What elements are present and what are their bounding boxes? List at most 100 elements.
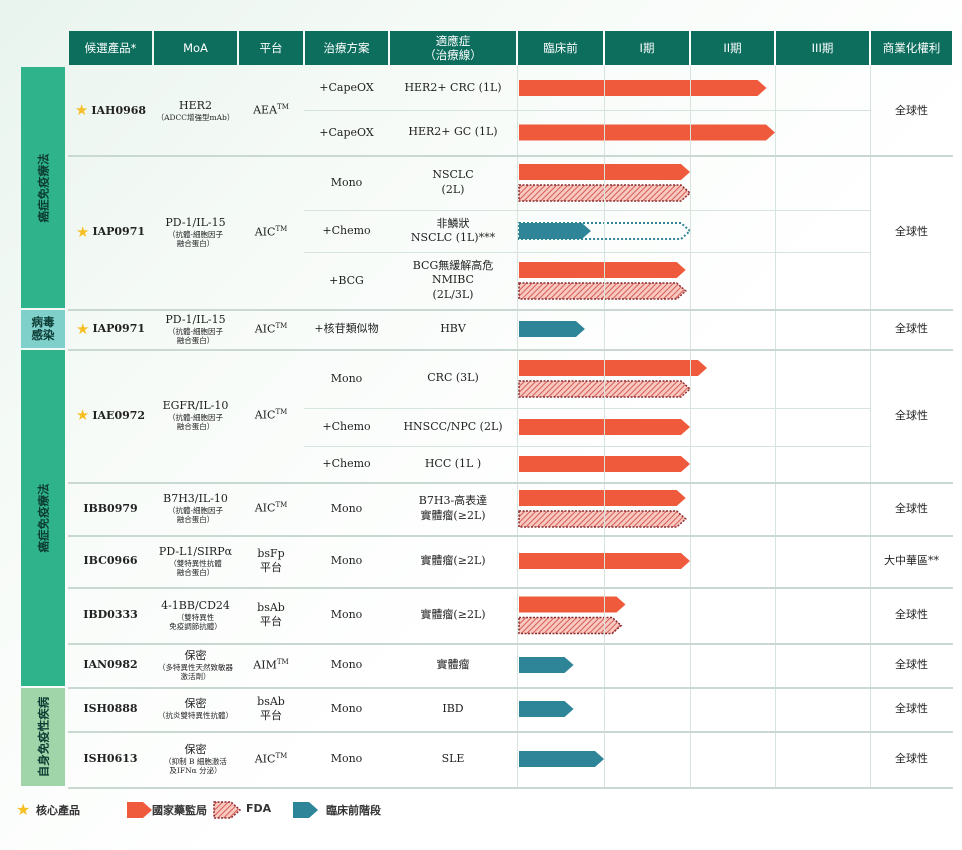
regimen: Mono [330,501,363,515]
indication: HER2+ CRC (1L) [404,80,502,94]
moa-description: （抗體-細胞因子 融合蛋白） [167,413,224,432]
category-band: 病毒 感染 [21,310,65,348]
grid-line [304,408,870,409]
star-icon: ★ [75,319,90,338]
grid-line [870,66,871,787]
bar-nmpa [519,80,767,96]
platform-cell: bsFp 平台 [238,535,304,587]
regimen: Mono [330,608,363,622]
indication: BCG無緩解高危 NMIBC (2L/3L) [412,259,494,301]
legend-core: 核心產品 [36,804,80,817]
column-header: 商業化權利 [871,31,952,65]
product-name: IAN0982 [83,658,138,672]
commercial-rights: 全球性 [895,658,928,672]
category-band: 癌症免疫療法 [21,67,65,308]
product-name-cell: ★ IAP0971 [68,309,153,349]
moa-target: PD-1/IL-15 [165,215,226,229]
legend-nmpa-swatch [127,802,152,818]
grid-line [775,66,776,787]
regimen: +Chemo [322,420,371,434]
platform-name: bsAb 平台 [257,695,285,723]
platform-text: AIC [254,408,276,422]
grid-line [68,587,953,589]
category-label: 病毒 感染 [31,314,55,342]
product-name-cell: ★ IAE0972 [68,349,153,482]
grid-line [690,66,691,787]
moa-cell: B7H3/IL-10 （抗體-細胞因子 融合蛋白） [153,482,238,535]
moa-cell: PD-1/IL-15 （抗體-細胞因子 融合蛋白） [153,309,238,349]
product-name: ISH0888 [83,702,138,716]
grid-line [304,110,870,111]
trademark-mark: TM [277,103,289,112]
commercial-rights: 全球性 [895,225,928,239]
grid-line [68,787,953,789]
legend-preclinical-swatch [293,802,318,818]
platform-cell: AICTM [238,349,304,482]
moa-cell: 4-1BB/CD24 （雙特異性 免疫調節抗體） [153,587,238,643]
platform-text: bsAb 平台 [257,601,285,628]
product-name-cell: IBC0966 [68,535,153,587]
column-header: MoA [154,31,237,65]
category-band: 自身免疫性疾病 [21,688,65,786]
moa-cell: PD-L1/SIRPα （雙特異性抗體 融合蛋白） [153,535,238,587]
moa-description: （抑制 B 細胞激活 及IFNα 分泌） [164,756,227,775]
regimen: Mono [330,371,363,385]
indication: 實體瘤(≥2L) [420,607,486,621]
regimen: Mono [330,658,363,672]
commercial-rights: 全球性 [895,322,928,336]
platform-text: AIC [254,322,276,336]
moa-target: 4-1BB/CD24 [161,598,230,612]
grid-line [68,535,953,537]
commercial-rights: 全球性 [895,103,928,117]
moa-description: （雙特異性抗體 融合蛋白） [169,558,222,577]
bar-nmpa [519,360,707,376]
category-label: 癌症免疫療法 [36,483,50,553]
regimen: +Chemo [322,457,371,471]
commercial-rights: 全球性 [895,408,928,422]
column-header: 臨床前 [518,31,603,65]
platform-name: bsFp 平台 [257,547,284,575]
moa-target: PD-L1/SIRPα [158,544,233,558]
platform-text: bsFp 平台 [257,547,285,574]
platform-cell: AICTM [238,731,304,787]
moa-cell: EGFR/IL-10 （抗體-細胞因子 融合蛋白） [153,349,238,482]
product-name: IAE0972 [92,408,146,422]
platform-name: AEATM [253,103,289,117]
moa-cell: HER2 （ADCC增強型mAb） [153,66,238,155]
product-name-cell: ISH0613 [68,731,153,787]
column-header: II期 [691,31,774,65]
star-icon: ★ [75,406,90,425]
trademark-mark: TM [275,321,288,330]
legend-nmpa: 國家藥監局 [152,804,207,817]
platform-cell: AICTM [238,155,304,309]
bar-preclinical [519,751,604,767]
column-header: 治療方案 [305,31,388,65]
platform-text: AIM [253,658,277,672]
moa-cell: 保密 （抑制 B 細胞激活 及IFNα 分泌） [153,731,238,787]
grid-line [68,731,953,733]
star-icon: ★ [74,101,89,120]
platform-name: AICTM [255,501,288,515]
grid-line [68,643,953,645]
trademark-mark: TM [275,224,288,233]
column-header: 適應症 （治療線） [390,31,516,65]
moa-target: EGFR/IL-10 [162,399,229,413]
platform-name: bsAb 平台 [257,601,285,629]
indication: HCC (1L ) [424,456,482,470]
commercial-rights: 全球性 [895,608,928,622]
grid-line [304,446,870,447]
category-label: 自身免疫性疾病 [36,696,50,778]
regimen: Mono [330,554,363,568]
regimen: +CapeOX [319,81,374,95]
commercial-rights: 全球性 [895,702,928,716]
platform-name: AICTM [255,752,288,766]
product-name: IBB0979 [83,501,138,515]
grid-line [68,349,953,351]
bar-planned-outline [518,222,692,240]
indication: HNSCC/NPC (2L) [403,419,503,433]
moa-description: （抗體-細胞因子 融合蛋白） [167,229,224,248]
grid-line [304,252,870,253]
moa-description: （ADCC增強型mAb） [156,112,235,122]
star-icon: ★ [75,222,90,241]
